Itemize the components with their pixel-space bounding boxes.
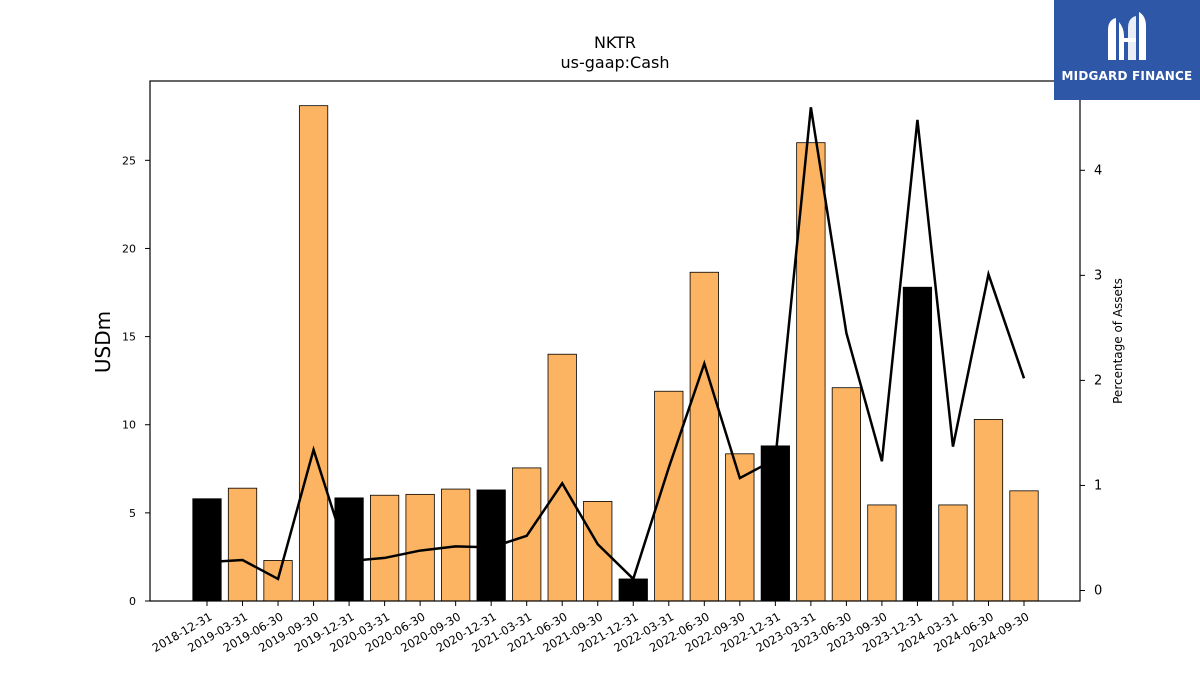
bar-2019-06-30 [263,560,293,602]
midgard-finance-logo: MIDGARD FINANCE [1054,0,1200,100]
bar-2021-12-31 [618,578,648,602]
line-series [206,107,1026,582]
y-tick-label: 5 [129,507,136,520]
bar-2019-03-31 [227,487,258,602]
bar-2023-12-31 [902,286,933,602]
y-axis-right: 0 1 2 3 4 [1080,163,1102,598]
y2-tick-label: 0 [1094,583,1102,598]
midgard-logo-icon [1108,12,1146,60]
y-tick-label: 20 [122,242,136,255]
bar-2023-09-30 [867,504,897,602]
chart-title: NKTR [594,33,636,52]
bar-2022-06-30 [689,271,719,602]
bar-2024-03-31 [938,504,968,602]
bar-2021-09-30 [583,501,613,602]
bar-2019-12-31 [334,497,364,602]
bar-2023-03-31 [796,142,826,602]
y-axis-left: 0 5 10 15 20 25 [122,154,150,608]
bar-2022-12-31 [760,445,790,602]
bar-series [192,105,1039,602]
plot-frame [149,80,1081,602]
y-tick-label: 0 [129,595,136,608]
bar-2024-06-30 [973,419,1004,602]
x-axis: 2018-12-312019-03-312019-06-302019-09-30… [150,601,1032,655]
chart-subtitle: us-gaap:Cash [560,53,669,72]
y-tick-label: 25 [122,154,136,167]
y2-tick-label: 1 [1094,478,1102,493]
bar-2020-03-31 [369,494,400,602]
y-axis-label: USDm [91,311,115,373]
y2-tick-label: 2 [1094,373,1102,388]
bar-2024-09-30 [1009,490,1039,602]
y-tick-label: 10 [122,419,136,432]
y-tick-label: 15 [122,331,136,344]
y2-axis-label: Percentage of Assets [1111,278,1125,404]
bar-2019-09-30 [298,105,329,602]
y2-tick-label: 4 [1094,163,1102,178]
bar-2020-09-30 [441,488,471,602]
y2-tick-label: 3 [1094,268,1102,283]
line-percentage-of-assets [206,107,1026,582]
logo-text: MIDGARD FINANCE [1061,69,1193,83]
bar-2020-06-30 [405,493,435,602]
bar-2021-06-30 [547,353,577,602]
bar-2018-12-31 [192,498,222,602]
bar-2023-06-30 [831,387,862,602]
